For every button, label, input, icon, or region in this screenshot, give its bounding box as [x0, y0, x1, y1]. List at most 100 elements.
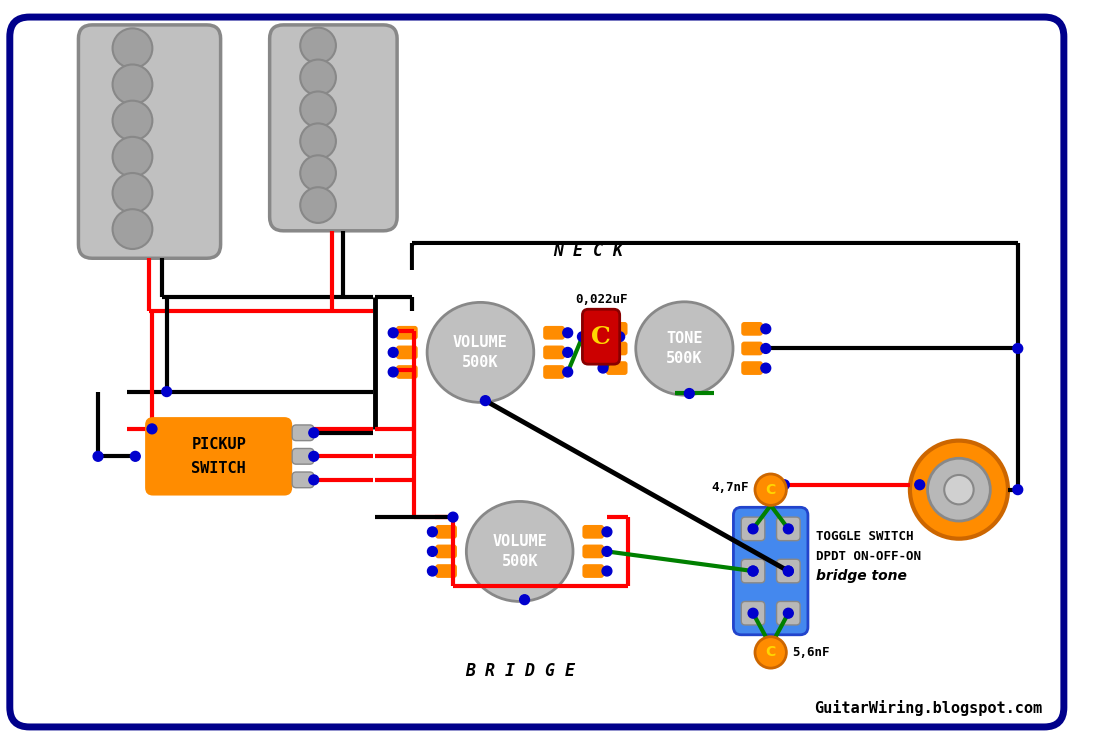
- Circle shape: [748, 524, 758, 533]
- Text: VOLUME: VOLUME: [493, 534, 548, 549]
- FancyBboxPatch shape: [146, 417, 292, 496]
- Text: 4,7nF: 4,7nF: [712, 481, 749, 494]
- FancyBboxPatch shape: [543, 345, 565, 359]
- Circle shape: [927, 458, 990, 521]
- Circle shape: [761, 324, 771, 334]
- FancyBboxPatch shape: [583, 545, 604, 558]
- Circle shape: [130, 452, 140, 461]
- Circle shape: [113, 100, 152, 141]
- FancyBboxPatch shape: [269, 25, 397, 231]
- FancyBboxPatch shape: [436, 564, 457, 578]
- FancyBboxPatch shape: [292, 472, 314, 488]
- FancyBboxPatch shape: [741, 559, 764, 583]
- FancyBboxPatch shape: [396, 326, 417, 340]
- Circle shape: [1013, 344, 1023, 353]
- Circle shape: [427, 547, 437, 557]
- Circle shape: [563, 367, 573, 377]
- Circle shape: [761, 363, 771, 373]
- Circle shape: [162, 387, 172, 397]
- FancyBboxPatch shape: [436, 545, 457, 558]
- FancyBboxPatch shape: [79, 25, 220, 258]
- FancyBboxPatch shape: [396, 345, 417, 359]
- Ellipse shape: [636, 302, 733, 395]
- Text: 500K: 500K: [666, 350, 703, 366]
- Circle shape: [520, 594, 530, 605]
- FancyBboxPatch shape: [583, 310, 620, 364]
- Circle shape: [300, 92, 336, 127]
- Circle shape: [614, 332, 624, 341]
- Circle shape: [300, 28, 336, 63]
- FancyBboxPatch shape: [776, 559, 800, 583]
- Circle shape: [754, 474, 786, 505]
- Circle shape: [309, 428, 319, 437]
- Text: VOLUME: VOLUME: [453, 335, 508, 350]
- Circle shape: [598, 344, 608, 353]
- Circle shape: [448, 512, 458, 522]
- Ellipse shape: [427, 302, 533, 403]
- Circle shape: [602, 547, 612, 557]
- Text: DPDT ON-OFF-ON: DPDT ON-OFF-ON: [816, 550, 921, 563]
- Circle shape: [147, 424, 157, 434]
- Circle shape: [93, 452, 103, 461]
- Circle shape: [761, 344, 771, 353]
- Circle shape: [944, 475, 973, 504]
- Circle shape: [1013, 485, 1023, 495]
- FancyBboxPatch shape: [543, 365, 565, 379]
- FancyBboxPatch shape: [583, 525, 604, 539]
- FancyBboxPatch shape: [583, 564, 604, 578]
- Text: PICKUP: PICKUP: [192, 437, 246, 452]
- Circle shape: [309, 475, 319, 485]
- FancyBboxPatch shape: [776, 517, 800, 541]
- Circle shape: [309, 452, 319, 461]
- Circle shape: [427, 527, 437, 536]
- Text: 5,6nF: 5,6nF: [793, 646, 830, 659]
- FancyBboxPatch shape: [606, 341, 627, 356]
- Circle shape: [481, 396, 491, 405]
- FancyBboxPatch shape: [10, 17, 1064, 727]
- FancyBboxPatch shape: [741, 322, 763, 336]
- FancyBboxPatch shape: [734, 507, 808, 635]
- FancyBboxPatch shape: [292, 425, 314, 440]
- Circle shape: [300, 124, 336, 159]
- Circle shape: [598, 324, 608, 334]
- Text: 500K: 500K: [502, 554, 538, 568]
- Circle shape: [563, 328, 573, 338]
- FancyBboxPatch shape: [396, 365, 417, 379]
- Ellipse shape: [466, 501, 573, 601]
- Circle shape: [910, 440, 1008, 539]
- Circle shape: [113, 28, 152, 68]
- FancyBboxPatch shape: [741, 341, 763, 356]
- FancyBboxPatch shape: [741, 517, 764, 541]
- Text: TONE: TONE: [666, 331, 703, 346]
- Circle shape: [427, 566, 437, 576]
- Circle shape: [783, 609, 793, 618]
- Circle shape: [113, 173, 152, 213]
- Circle shape: [113, 137, 152, 176]
- Circle shape: [780, 480, 789, 490]
- Circle shape: [389, 367, 399, 377]
- FancyBboxPatch shape: [776, 601, 800, 625]
- Text: bridge tone: bridge tone: [816, 569, 907, 583]
- Circle shape: [113, 65, 152, 104]
- FancyBboxPatch shape: [741, 362, 763, 375]
- FancyBboxPatch shape: [606, 362, 627, 375]
- FancyBboxPatch shape: [741, 601, 764, 625]
- Circle shape: [300, 187, 336, 223]
- Circle shape: [684, 388, 694, 398]
- Text: C: C: [765, 646, 776, 659]
- Circle shape: [783, 566, 793, 576]
- Circle shape: [598, 363, 608, 373]
- Circle shape: [783, 566, 793, 576]
- Text: C: C: [765, 483, 776, 497]
- Text: B R I D G E: B R I D G E: [464, 662, 575, 680]
- FancyBboxPatch shape: [292, 449, 314, 464]
- Circle shape: [754, 637, 786, 668]
- Circle shape: [602, 566, 612, 576]
- Text: 0,022uF: 0,022uF: [575, 293, 627, 306]
- FancyBboxPatch shape: [606, 322, 627, 336]
- Circle shape: [300, 155, 336, 191]
- Circle shape: [602, 527, 612, 536]
- Circle shape: [748, 609, 758, 618]
- Circle shape: [300, 60, 336, 95]
- Circle shape: [113, 209, 152, 249]
